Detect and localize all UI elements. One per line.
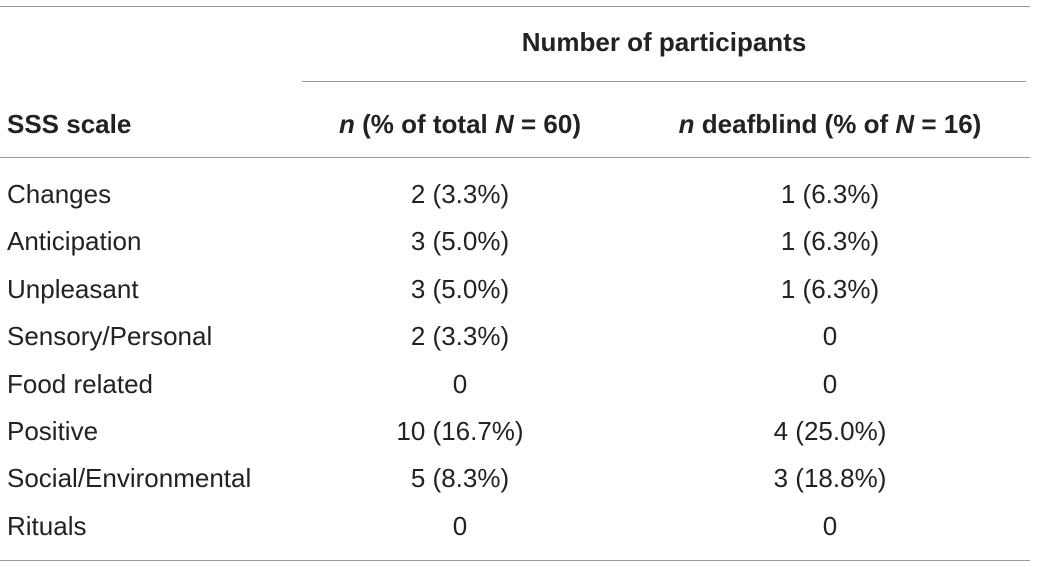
cell-deafblind: 0 bbox=[822, 368, 838, 399]
cell-scale: Social/Environmental bbox=[7, 463, 252, 494]
cell-total: 2 (3.3%) bbox=[410, 179, 510, 209]
bottom-rule bbox=[0, 560, 1030, 561]
cell-scale: Sensory/Personal bbox=[7, 321, 213, 352]
group-header-rule bbox=[302, 81, 1026, 82]
cell-total: 0 bbox=[452, 368, 468, 399]
n-symbol: n bbox=[678, 109, 695, 139]
cell-deafblind: 0 bbox=[822, 510, 838, 541]
cell-total: 3 (5.0%) bbox=[410, 226, 510, 257]
cell-scale: Rituals bbox=[7, 510, 87, 541]
cell-scale: Positive bbox=[7, 415, 99, 446]
table-row: Changes 2 (3.3%) 1 (6.3%) bbox=[0, 171, 1030, 218]
cell-deafblind: 1 (6.3%) bbox=[780, 226, 880, 257]
column-header-scale: SSS scale bbox=[7, 109, 132, 139]
header-text: = 60) bbox=[513, 109, 581, 139]
cell-total: 10 (16.7%) bbox=[396, 415, 524, 446]
header-text: deafblind (% of bbox=[694, 109, 896, 139]
N-symbol: N bbox=[895, 109, 915, 139]
cell-deafblind: 0 bbox=[822, 321, 838, 352]
cell-total: 5 (8.3%) bbox=[410, 463, 510, 494]
cell-scale: Anticipation bbox=[7, 226, 142, 257]
table-body: Changes 2 (3.3%) 1 (6.3%) Anticipation 3… bbox=[0, 171, 1030, 550]
table-row: Anticipation 3 (5.0%) 1 (6.3%) bbox=[0, 218, 1030, 265]
cell-total: 0 bbox=[452, 510, 468, 541]
table-row: Food related 0 0 bbox=[0, 361, 1030, 408]
cell-deafblind: 3 (18.8%) bbox=[773, 463, 887, 494]
cell-total: 3 (5.0%) bbox=[410, 273, 510, 304]
header-text: = 16) bbox=[914, 109, 982, 139]
cell-deafblind: 4 (25.0%) bbox=[773, 415, 887, 446]
table-row: Unpleasant 3 (5.0%) 1 (6.3%) bbox=[0, 266, 1030, 313]
cell-deafblind: 1 (6.3%) bbox=[780, 273, 880, 304]
cell-deafblind: 1 (6.3%) bbox=[780, 179, 880, 209]
group-header: Number of participants bbox=[521, 27, 807, 57]
column-header-total: n (% of total N = 60) bbox=[312, 107, 608, 141]
top-rule bbox=[0, 6, 1030, 7]
cell-total: 2 (3.3%) bbox=[410, 321, 510, 352]
table-row: Rituals 0 0 bbox=[0, 503, 1030, 550]
N-symbol: N bbox=[494, 109, 514, 139]
column-header-deafblind: n deafblind (% of N = 16) bbox=[644, 107, 1016, 141]
cell-scale: Unpleasant bbox=[7, 273, 139, 304]
table-row: Social/Environmental 5 (8.3%) 3 (18.8%) bbox=[0, 455, 1030, 502]
n-symbol: n bbox=[339, 109, 355, 139]
cell-scale: Changes bbox=[7, 179, 112, 209]
table-row: Sensory/Personal 2 (3.3%) 0 bbox=[0, 313, 1030, 360]
table-row: Positive 10 (16.7%) 4 (25.0%) bbox=[0, 408, 1030, 455]
header-text: (% of total bbox=[354, 109, 495, 139]
header-rule bbox=[0, 157, 1030, 158]
cell-scale: Food related bbox=[7, 368, 153, 399]
